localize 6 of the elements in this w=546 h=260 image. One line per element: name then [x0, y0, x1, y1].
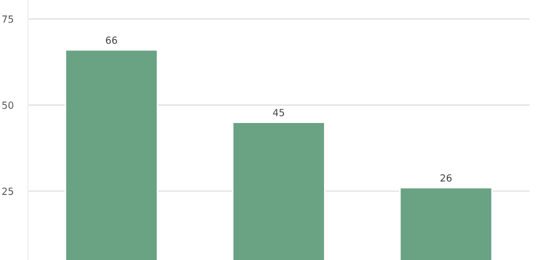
data-label: 45	[273, 108, 284, 116]
y-tick-label: 50	[2, 102, 14, 109]
y-tick-label: 75	[2, 16, 14, 23]
data-label: 26	[440, 174, 452, 182]
data-label: 66	[106, 36, 118, 44]
y-tick-label: 25	[2, 188, 14, 195]
